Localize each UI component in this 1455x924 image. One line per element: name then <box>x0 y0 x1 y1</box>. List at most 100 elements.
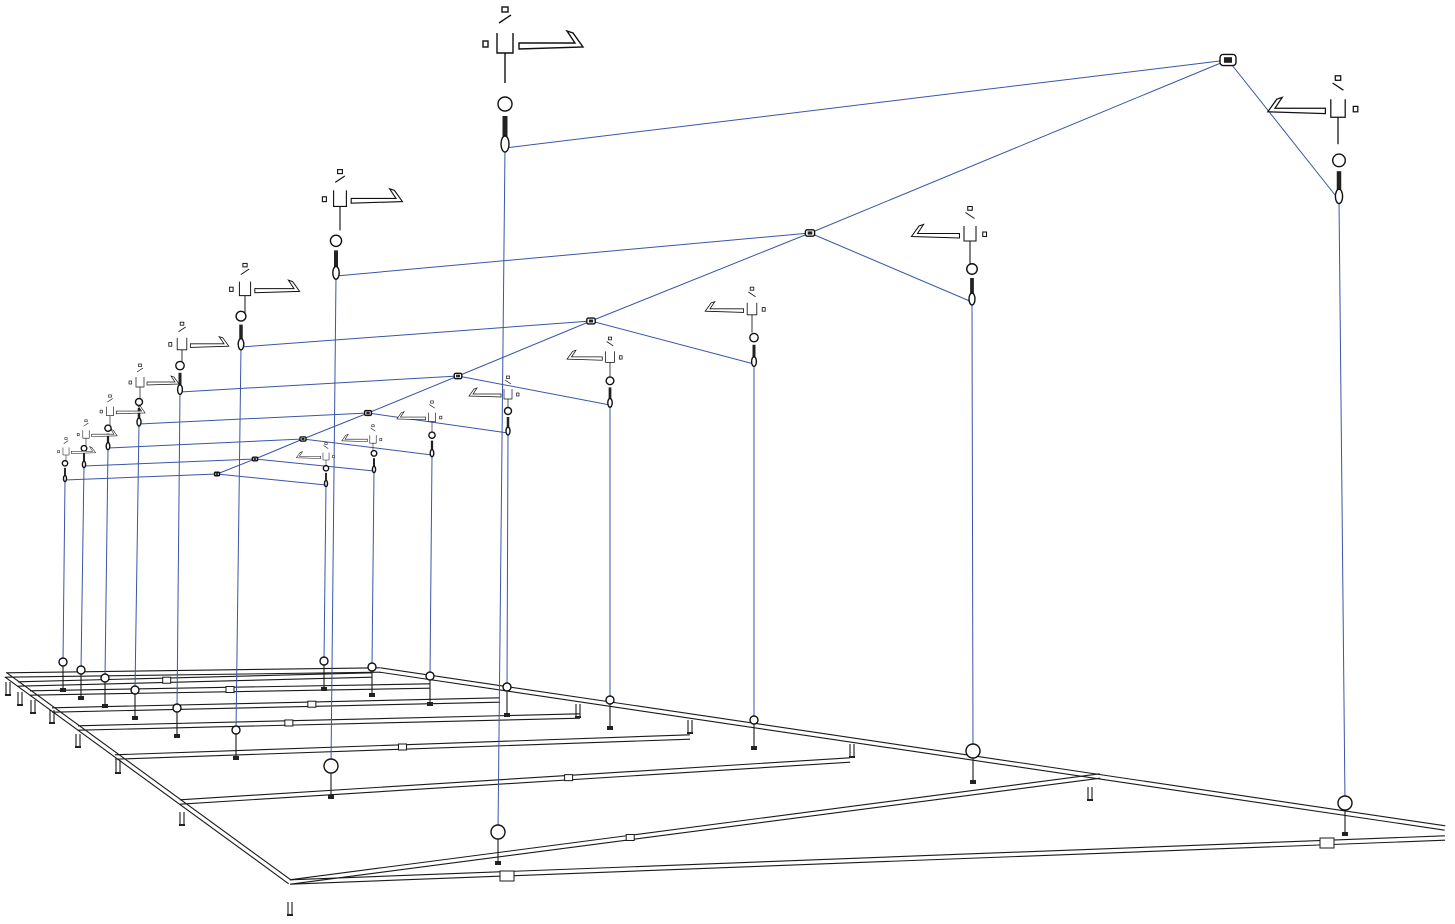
frame-cross-tube <box>179 757 851 805</box>
floor-eye-bolt-icon <box>749 715 759 750</box>
floor-eye-bolt-icon <box>490 824 506 865</box>
leveling-foot-icon <box>115 760 121 774</box>
drop-cable <box>497 147 506 833</box>
bridle-cable <box>179 375 459 393</box>
tube-coupler <box>162 676 172 684</box>
cable-junction-icon <box>453 372 463 380</box>
beam-clamp-icon <box>99 394 146 430</box>
eye-bolt-icon <box>61 459 69 467</box>
frame-cross-tube <box>77 713 581 731</box>
bridle-cable <box>254 458 375 472</box>
bridle-cable <box>367 375 459 414</box>
frame-cross-tube <box>289 773 1101 885</box>
floor-eye-bolt-icon <box>367 662 377 697</box>
tube-coupler <box>625 833 635 841</box>
eye-bolt-icon <box>134 397 144 407</box>
eye-bolt-icon <box>966 263 978 275</box>
bridle-cable <box>216 458 256 475</box>
bridle-cable <box>240 320 592 348</box>
frame-rail-front <box>289 835 1446 885</box>
bridle-cable <box>138 412 369 425</box>
beam-clamp-icon <box>396 400 443 436</box>
eye-bolt-icon <box>605 376 615 386</box>
cable-junction-icon <box>804 229 816 237</box>
turnbuckle-icon <box>322 464 330 488</box>
frame-cross-tube <box>114 734 691 760</box>
eye-bolt-icon <box>370 449 378 457</box>
leveling-foot-icon <box>75 734 81 748</box>
bridle-cable <box>457 375 611 406</box>
bridle-cable <box>64 473 218 481</box>
floor-eye-bolt-icon <box>502 682 512 717</box>
tube-coupler <box>225 686 235 693</box>
floor-eye-bolt-icon <box>1337 795 1353 836</box>
beam-clamp-icon <box>76 419 118 451</box>
drop-cable <box>429 454 433 677</box>
beam-clamp-icon <box>1266 75 1359 145</box>
cable-junction-icon <box>586 317 596 325</box>
tube-coupler <box>398 743 407 751</box>
floor-eye-bolt-icon <box>100 673 110 708</box>
frame-rail-back <box>5 667 381 678</box>
eye-bolt-icon <box>1331 153 1346 168</box>
floor-eye-bolt-icon <box>425 671 435 706</box>
suspension-cables <box>62 59 1346 833</box>
beam-clamp-icon <box>128 363 180 402</box>
floor-eye-bolt-icon <box>231 725 241 760</box>
eye-bolt-icon <box>80 444 88 452</box>
turnbuckle-icon <box>605 376 615 408</box>
leveling-foot-icon <box>849 744 855 758</box>
cable-junction-icon <box>251 456 259 462</box>
floor-eye-bolt-icon <box>76 665 86 700</box>
beam-clamp-icon <box>468 375 520 414</box>
frame-cross-tube <box>29 683 431 696</box>
bridle-cable <box>367 412 509 434</box>
turnbuckle-icon <box>497 96 513 153</box>
tube-coupler <box>284 719 294 727</box>
leveling-foot-icon <box>687 720 693 734</box>
rigging-hardware <box>57 6 1359 865</box>
cable-junction-icon <box>299 436 307 442</box>
bridle-cable <box>302 438 433 456</box>
bridle-cable <box>254 438 304 460</box>
drop-cable <box>62 479 66 663</box>
turnbuckle-icon <box>503 406 513 436</box>
drop-cable <box>134 423 140 691</box>
tube-coupler <box>564 774 574 782</box>
beam-clamp-icon <box>321 169 404 231</box>
bridle-cable <box>1227 59 1340 201</box>
bridle-cable <box>107 438 304 449</box>
beam-clamp-icon <box>341 424 383 456</box>
frame-cross-tube <box>51 697 501 713</box>
cable-junction-icon <box>1219 53 1237 67</box>
bridle-cable <box>302 412 369 440</box>
floor-eye-bolt-icon <box>323 758 339 799</box>
leveling-foot-icon <box>575 704 581 718</box>
beam-clamp-icon <box>910 205 988 264</box>
eye-bolt-icon <box>503 406 513 416</box>
turnbuckle-icon <box>1331 153 1346 205</box>
beam-clamp-icon <box>566 336 623 379</box>
turnbuckle-icon <box>235 310 247 351</box>
beam-clamp-icon <box>168 321 230 368</box>
cable-junction-icon <box>213 471 221 477</box>
drop-cable <box>330 275 337 767</box>
eye-bolt-icon <box>497 96 513 112</box>
drop-cable <box>235 346 242 731</box>
bridle-cable <box>809 232 973 303</box>
eye-bolt-icon <box>235 310 247 322</box>
eye-bolt-icon <box>749 332 759 343</box>
drop-cable <box>80 465 85 671</box>
bridle-cable <box>590 320 755 365</box>
eye-bolt-icon <box>329 234 343 248</box>
turnbuckle-icon <box>134 397 144 427</box>
tube-coupler <box>1319 837 1335 849</box>
eye-bolt-icon <box>322 464 330 472</box>
leveling-foot-icon <box>179 812 185 826</box>
drop-cable <box>104 447 109 679</box>
tube-coupler <box>499 870 515 882</box>
beam-clamp-icon <box>482 6 585 83</box>
bridle-cable <box>335 232 811 277</box>
